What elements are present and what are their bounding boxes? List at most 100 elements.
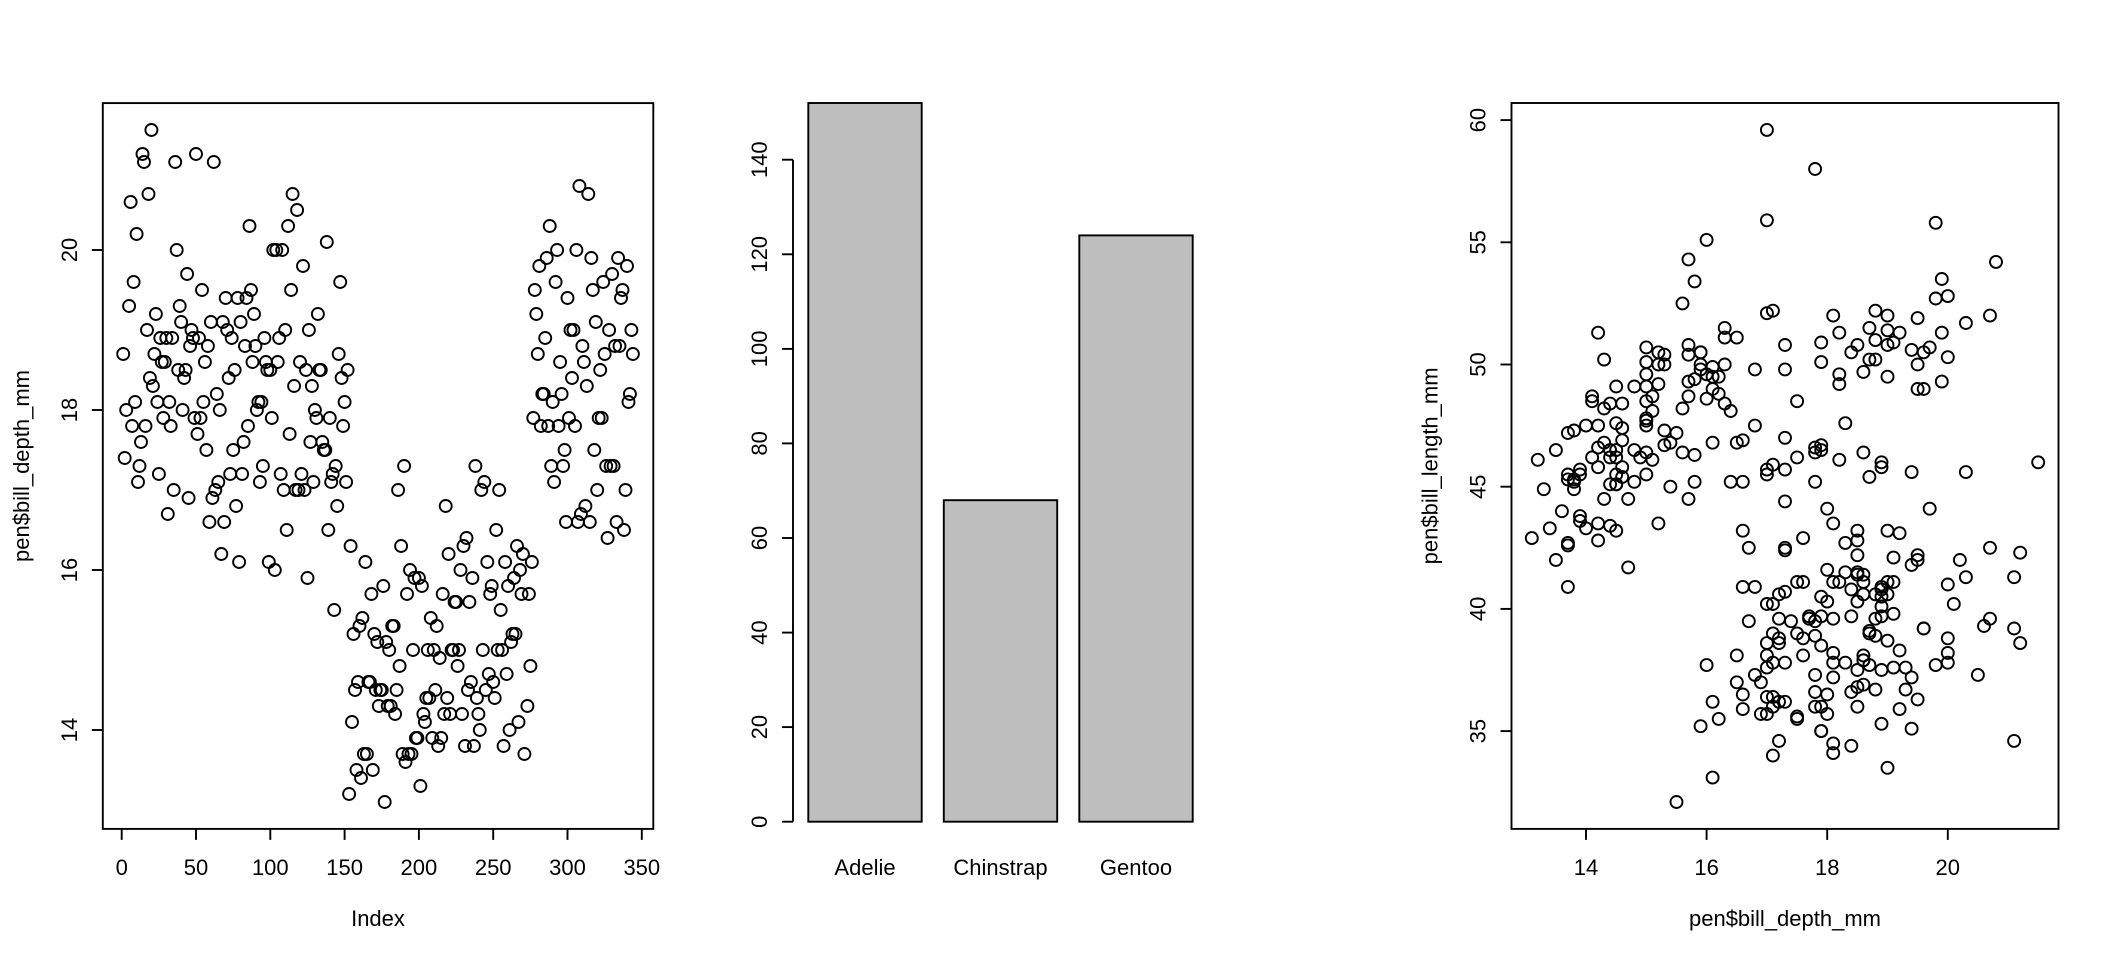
data-point [1862, 626, 1877, 641]
data-point [612, 339, 627, 353]
data-point [597, 347, 612, 361]
data-point [1850, 663, 1865, 677]
data-point [1778, 362, 1792, 377]
y-tick-label: 14 [57, 718, 82, 742]
x-tick-label: 16 [1694, 855, 1718, 880]
data-point [608, 339, 623, 353]
data-point [475, 643, 490, 657]
data-point [600, 531, 615, 545]
data-point [1597, 352, 1612, 367]
data-point [183, 339, 198, 353]
data-point [1808, 685, 1823, 699]
data-point [211, 475, 226, 489]
data-point [1699, 658, 1714, 673]
data-point [186, 331, 200, 345]
data-point [1886, 660, 1901, 675]
data-point [1832, 452, 1847, 467]
data-point [1705, 770, 1720, 785]
data-point [1874, 609, 1889, 624]
data-point [588, 315, 603, 329]
data-point [1591, 325, 1606, 340]
data-point [242, 219, 257, 233]
data-point [1826, 611, 1841, 626]
data-point [562, 411, 576, 425]
data-point [1530, 452, 1545, 467]
data-point [403, 563, 417, 577]
data-point [367, 627, 382, 641]
data-point [478, 683, 493, 697]
data-point [1759, 689, 1774, 704]
data-point [1603, 518, 1618, 533]
data-point [1699, 232, 1714, 247]
data-point [244, 283, 258, 297]
data-point [435, 587, 450, 601]
data-point [1850, 523, 1865, 538]
data-point [542, 219, 557, 233]
data-point [1741, 540, 1756, 555]
data-point [1832, 325, 1847, 340]
data-point [368, 683, 383, 697]
data-point [530, 347, 545, 361]
data-point [572, 179, 587, 193]
data-point [539, 251, 554, 265]
data-point [1983, 611, 1997, 626]
data-point [224, 331, 239, 345]
data-point [1868, 352, 1883, 367]
data-point [238, 339, 252, 353]
data-point [1808, 445, 1823, 460]
data-point [529, 307, 544, 321]
data-point [1850, 699, 1865, 714]
data-point [406, 643, 420, 657]
data-point [1765, 303, 1780, 318]
data-point [1934, 325, 1949, 340]
data-point [472, 723, 487, 737]
bar-category-label: Gentoo [1100, 855, 1172, 880]
data-point [1928, 291, 1943, 306]
y-tick-label: 100 [747, 331, 772, 368]
data-point [520, 699, 535, 713]
data-point [1579, 418, 1593, 433]
data-point [1856, 445, 1871, 460]
data-point [1717, 357, 1732, 372]
data-point [1639, 467, 1654, 482]
data-point [1705, 369, 1720, 384]
data-point [1856, 648, 1871, 663]
data-point [1669, 795, 1684, 809]
data-point [1669, 426, 1684, 440]
data-point [440, 691, 455, 705]
data-point [486, 675, 501, 689]
data-point [508, 627, 523, 641]
data-point [1681, 374, 1696, 389]
data-point [1591, 418, 1606, 433]
data-point [157, 355, 172, 369]
data-point [383, 699, 398, 713]
data-point [1904, 342, 1919, 357]
x-axis-title: Index [351, 906, 405, 931]
data-point [587, 443, 602, 457]
data-point [249, 403, 264, 417]
data-point [337, 395, 352, 409]
y-tick-label: 20 [57, 238, 82, 262]
data-point [1705, 694, 1720, 709]
data-point [1940, 289, 1955, 304]
data-point [1989, 254, 2003, 269]
data-point [1639, 340, 1654, 355]
data-point [1687, 372, 1702, 387]
y-tick-label: 40 [747, 620, 772, 644]
data-point [1814, 589, 1829, 604]
data-point [1747, 579, 1762, 594]
data-point [609, 515, 624, 529]
data-point [1567, 474, 1581, 489]
data-point [160, 507, 175, 521]
data-point [432, 651, 447, 665]
data-point [1765, 597, 1780, 611]
data-point [241, 419, 255, 433]
data-point [1880, 338, 1895, 352]
data-point [2013, 545, 2028, 560]
data-point [416, 707, 431, 721]
data-point [1609, 379, 1624, 394]
data-point [1759, 467, 1774, 482]
data-point [1615, 396, 1630, 411]
data-point [570, 515, 585, 529]
data-point [180, 267, 195, 281]
